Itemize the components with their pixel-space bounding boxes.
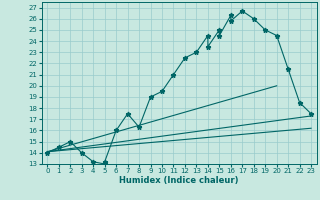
X-axis label: Humidex (Indice chaleur): Humidex (Indice chaleur)	[119, 176, 239, 185]
